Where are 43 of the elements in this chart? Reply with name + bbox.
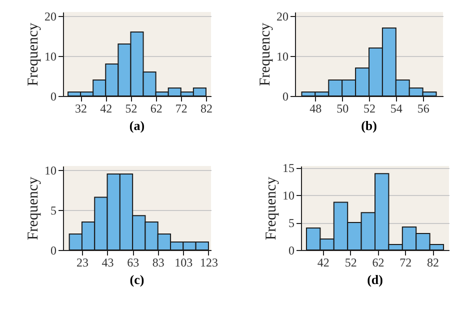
x-tick-label: 62: [372, 256, 384, 270]
x-tick-label: 72: [175, 102, 188, 116]
x-tick-label: 52: [364, 102, 376, 116]
y-tick-label: 5: [50, 204, 56, 218]
y-axis-title: Frequency: [258, 22, 274, 86]
x-tick-label: 62: [150, 102, 162, 116]
y-tick-label: 0: [50, 244, 56, 258]
y-tick-label: 10: [44, 50, 56, 64]
x-tick-label: 32: [75, 102, 88, 116]
x-tick-label: 52: [344, 256, 357, 270]
x-tick-label: 43: [102, 256, 114, 270]
x-tick-label: 123: [200, 256, 218, 270]
text: (c): [130, 272, 144, 287]
x-tick-label: 63: [127, 256, 140, 270]
y-axis-title: Frequency: [26, 176, 42, 240]
y-axis-title: Frequency: [26, 22, 42, 86]
y-tick-label: 0: [282, 90, 288, 104]
x-tick-label: 82: [427, 256, 440, 270]
y-tick-label: 20: [276, 10, 288, 24]
x-tick-label: 54: [390, 102, 402, 116]
x-tick-label: 56: [417, 102, 430, 116]
y-axis-title: Frequency: [264, 176, 280, 240]
x-tick-label: 103: [174, 256, 193, 270]
x-tick-label: 72: [400, 256, 412, 270]
x-tick-label: 42: [317, 256, 330, 270]
x-tick-label: 50: [336, 102, 349, 116]
text: (a): [129, 118, 145, 133]
text: (b): [361, 118, 377, 133]
text: (d): [367, 272, 383, 287]
y-tick-label: 20: [44, 10, 56, 24]
y-tick-label: 10: [276, 50, 288, 64]
y-tick-label: 10: [282, 188, 294, 203]
y-tick-label: 0: [50, 90, 56, 104]
x-tick-label: 42: [100, 102, 112, 116]
y-tick-label: 0: [288, 244, 294, 258]
y-tick-label: 10: [44, 164, 56, 178]
x-tick-label: 48: [310, 102, 322, 116]
y-tick-label: 5: [288, 216, 294, 230]
x-tick-label: 83: [152, 256, 164, 270]
x-tick-label: 82: [200, 102, 212, 116]
x-tick-label: 23: [76, 256, 88, 270]
x-tick-label: 52: [125, 102, 138, 116]
y-tick-label: 15: [282, 161, 294, 176]
